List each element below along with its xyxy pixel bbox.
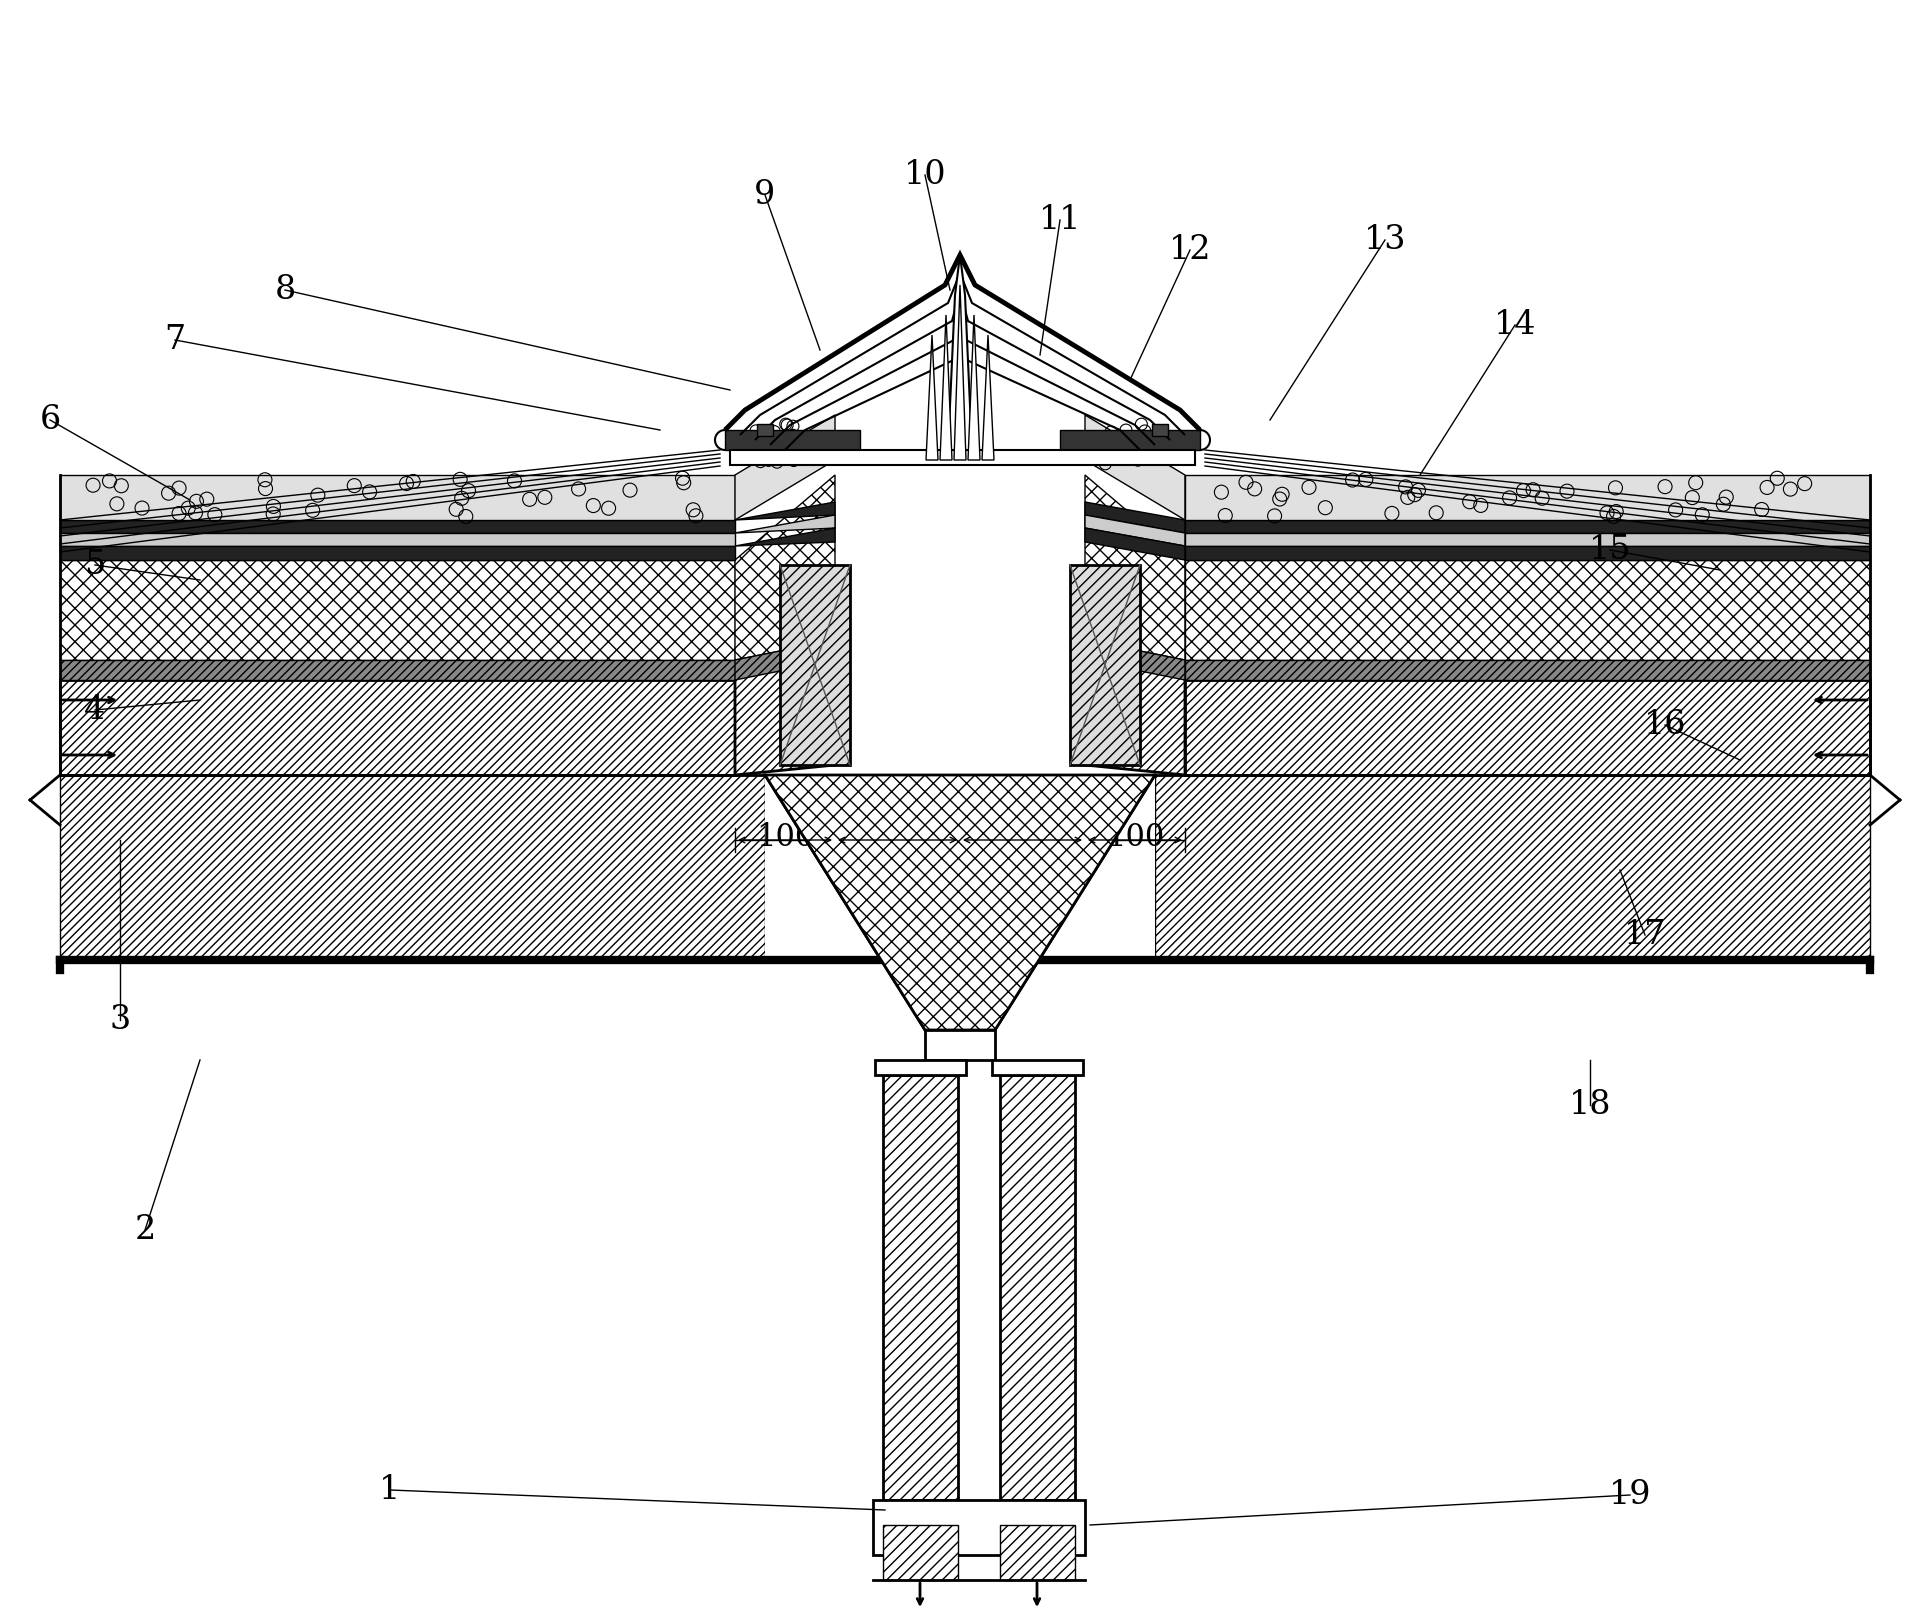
Text: 100: 100 <box>755 822 813 853</box>
Text: 7: 7 <box>164 324 185 356</box>
Text: 16: 16 <box>1644 709 1686 742</box>
Text: 17: 17 <box>1624 920 1667 950</box>
Polygon shape <box>60 560 734 661</box>
Polygon shape <box>883 1075 958 1499</box>
Polygon shape <box>927 335 938 460</box>
Text: 100: 100 <box>1106 822 1164 853</box>
Polygon shape <box>60 520 734 533</box>
Text: 9: 9 <box>753 180 777 210</box>
Polygon shape <box>1000 1075 1075 1499</box>
Polygon shape <box>875 1060 965 1075</box>
Polygon shape <box>60 680 734 776</box>
Polygon shape <box>948 256 971 450</box>
Text: 19: 19 <box>1609 1480 1651 1511</box>
Polygon shape <box>883 1525 958 1580</box>
Polygon shape <box>60 776 765 960</box>
Polygon shape <box>730 450 1195 465</box>
Text: 15: 15 <box>1588 534 1632 567</box>
Polygon shape <box>1185 546 1869 560</box>
Text: 11: 11 <box>1039 204 1081 236</box>
Text: 4: 4 <box>85 695 106 725</box>
Polygon shape <box>734 528 834 546</box>
Polygon shape <box>1060 431 1201 450</box>
Text: 18: 18 <box>1569 1090 1611 1120</box>
Polygon shape <box>765 776 1154 1030</box>
Polygon shape <box>1185 661 1869 680</box>
Polygon shape <box>1085 414 1185 520</box>
Polygon shape <box>1069 565 1141 766</box>
Polygon shape <box>1154 776 1869 960</box>
Polygon shape <box>734 502 834 520</box>
Polygon shape <box>983 335 994 460</box>
Polygon shape <box>940 316 952 460</box>
Polygon shape <box>734 565 834 776</box>
Polygon shape <box>954 285 965 460</box>
Polygon shape <box>873 1499 1085 1554</box>
Text: 14: 14 <box>1493 309 1536 342</box>
Text: 150: 150 <box>992 822 1052 853</box>
Polygon shape <box>734 474 834 661</box>
Polygon shape <box>60 546 734 560</box>
Polygon shape <box>734 640 834 680</box>
Text: 10: 10 <box>904 159 946 191</box>
Polygon shape <box>1185 560 1869 661</box>
Polygon shape <box>1185 680 1869 776</box>
Polygon shape <box>1085 565 1185 776</box>
Text: 13: 13 <box>1364 223 1407 256</box>
Polygon shape <box>1185 533 1869 546</box>
Polygon shape <box>60 474 734 520</box>
Polygon shape <box>1152 424 1168 436</box>
Text: 3: 3 <box>110 1004 131 1036</box>
Polygon shape <box>1085 502 1185 533</box>
Polygon shape <box>1085 528 1185 560</box>
Polygon shape <box>1000 1525 1075 1580</box>
Polygon shape <box>1085 515 1185 546</box>
Polygon shape <box>1185 520 1869 533</box>
Polygon shape <box>1085 640 1185 680</box>
Polygon shape <box>60 533 734 546</box>
Text: 1: 1 <box>380 1473 401 1506</box>
Polygon shape <box>60 235 1869 960</box>
Polygon shape <box>725 431 859 450</box>
Polygon shape <box>967 316 981 460</box>
Polygon shape <box>60 661 734 680</box>
Text: 150: 150 <box>869 822 927 853</box>
Text: 5: 5 <box>85 549 106 581</box>
Text: 6: 6 <box>39 405 60 436</box>
Polygon shape <box>757 424 773 436</box>
Polygon shape <box>734 515 834 533</box>
Polygon shape <box>780 565 850 766</box>
Polygon shape <box>1185 474 1869 520</box>
Text: 8: 8 <box>274 274 295 306</box>
Polygon shape <box>765 776 1154 1030</box>
Text: 12: 12 <box>1170 235 1212 266</box>
Polygon shape <box>992 1060 1083 1075</box>
Text: 2: 2 <box>135 1214 156 1247</box>
Polygon shape <box>925 1030 994 1060</box>
Polygon shape <box>734 414 834 520</box>
Polygon shape <box>1085 474 1185 661</box>
